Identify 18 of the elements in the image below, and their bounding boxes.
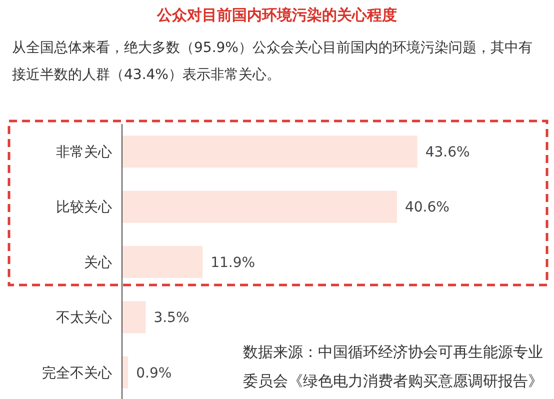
- annotation: 数据来源：中国循环经济协会可再生能源专业委员会《绿色电力消费者购买意愿调研报告》: [243, 343, 543, 390]
- data-label: 0.9%: [136, 365, 172, 382]
- y-tick-label: 不太关心: [56, 310, 112, 326]
- data-label: 3.5%: [154, 310, 190, 326]
- bar: [122, 136, 418, 168]
- y-tick-label: 非常关心: [56, 144, 112, 160]
- chart-title: 公众对目前国内环境污染的关心程度: [156, 6, 397, 24]
- bar: [122, 356, 128, 388]
- bar: [122, 190, 397, 223]
- y-tick-label: 完全不关心: [42, 365, 112, 382]
- data-label: 11.9%: [210, 254, 256, 271]
- data-label: 43.6%: [425, 144, 470, 160]
- y-tick-label: 比较关心: [56, 200, 112, 216]
- bar: [122, 301, 146, 334]
- bar: [122, 246, 203, 278]
- data-label: 40.6%: [405, 200, 450, 216]
- y-tick-label: 关心: [84, 254, 112, 271]
- chart-subtitle: 从全国总体来看，绝大多数（95.9%）公众会关心目前国内的环境污染问题，其中有接近半数的人群（43.4%）表示非常关心。: [12, 40, 532, 83]
